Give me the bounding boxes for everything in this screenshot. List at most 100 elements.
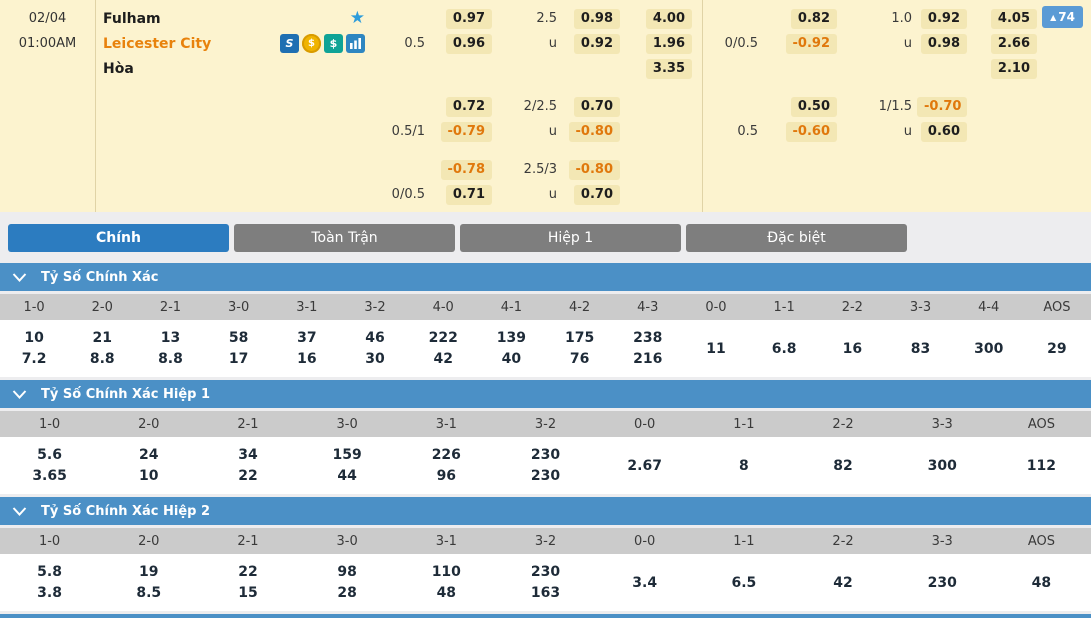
draw-row[interactable]: Hòa [0,56,375,81]
odds-value: 112 [1026,457,1057,474]
score-odds-cell[interactable]: 238 216 [614,320,682,377]
score-column-header: 4-1 [500,299,523,315]
tab-chinh[interactable]: Chính [8,224,229,252]
score-odds-cell[interactable]: 3.4 [595,554,694,611]
score-odds-cell[interactable]: 230 230 [496,437,595,494]
over-under-odds[interactable]: 0.70 [573,96,620,117]
next-section-header-peek [0,614,1091,618]
handicap-odds[interactable]: 0.96 [445,33,492,54]
cash-dollar-icon[interactable]: $ [324,34,343,53]
handicap-line-label [703,6,763,31]
over-under-line-label [837,182,917,207]
score-odds-cell[interactable]: 6.8 [750,320,818,377]
section-header[interactable]: Tỷ Số Chính Xác Hiệp 1 [0,380,1091,408]
score-odds-cell[interactable]: 58 17 [205,320,273,377]
handicap-odds[interactable]: -0.78 [440,159,492,180]
score-odds-cell[interactable]: 230 [893,554,992,611]
handicap-odds[interactable]: 0.50 [790,96,837,117]
handicap-odds[interactable]: 0.72 [445,96,492,117]
handicap-odds[interactable]: 0.71 [445,184,492,205]
favorite-star-icon[interactable]: ★ [349,8,365,28]
sportsbook-badge-icon[interactable]: S [280,34,299,53]
home-team-row[interactable]: 02/04 Fulham ★ [0,6,375,31]
1x2-odds[interactable]: 4.05 [990,8,1037,29]
score-odds-cell[interactable]: 112 [992,437,1091,494]
score-odds-cell[interactable]: 22 15 [198,554,297,611]
score-odds-cell[interactable]: 226 96 [397,437,496,494]
tab-toan-tran[interactable]: Toàn Trận [234,224,455,252]
score-odds-cell[interactable]: 13 8.8 [136,320,204,377]
score-odds-cell[interactable]: 159 44 [298,437,397,494]
score-odds-cell[interactable]: 5.6 3.65 [0,437,99,494]
score-odds-cell[interactable]: 139 40 [477,320,545,377]
handicap-odds[interactable]: 0.97 [445,8,492,29]
1x2-odds[interactable]: 2.10 [990,58,1037,79]
gold-coin-dollar-icon[interactable]: $ [302,34,321,53]
score-odds-cell[interactable]: 24 10 [99,437,198,494]
score-odds-cell[interactable]: 37 16 [273,320,341,377]
score-odds-cell[interactable]: 11 [682,320,750,377]
handicap-odds[interactable]: -0.60 [785,121,837,142]
odds-value: 83 [910,340,931,357]
score-odds-cell[interactable]: 222 42 [409,320,477,377]
over-under-odds[interactable]: 0.98 [920,33,967,54]
over-under-odds[interactable]: 0.92 [920,8,967,29]
score-odds-cell[interactable]: 48 [992,554,1091,611]
handicap-odds[interactable]: 0.82 [790,8,837,29]
spacer [692,119,703,144]
chevron-down-icon[interactable] [12,506,27,516]
score-odds-cell[interactable]: 34 22 [198,437,297,494]
handicap-line-label [375,6,430,31]
score-odds-cell[interactable]: 42 [793,554,892,611]
score-odds-cell[interactable]: 110 48 [397,554,496,611]
away-team-row[interactable]: 01:00AM Leicester City S $ $ [0,31,375,56]
score-odds-cell[interactable]: 16 [818,320,886,377]
stats-bars-icon[interactable] [346,34,365,53]
score-odds-cell[interactable]: 19 8.5 [99,554,198,611]
1x2-odds[interactable]: 1.96 [645,33,692,54]
score-odds-cell[interactable]: 300 [955,320,1023,377]
score-odds-cell[interactable]: 2.67 [595,437,694,494]
favorites-count-button[interactable]: ▲ 74 [1042,6,1083,28]
over-under-odds[interactable]: 0.70 [573,184,620,205]
score-odds-cell[interactable]: 8 [694,437,793,494]
over-under-odds[interactable]: -0.80 [568,159,620,180]
tab-ac-biet[interactable]: Đặc biệt [686,224,907,252]
spacer [620,182,638,207]
over-under-odds[interactable]: 0.98 [573,8,620,29]
odds-value: 230 [530,468,561,484]
score-column-header: 1-1 [773,299,795,315]
over-under-odds-cell: 0.92 [917,6,967,31]
tab-hiep-1[interactable]: Hiệp 1 [460,224,681,252]
score-odds-cell[interactable]: 98 28 [298,554,397,611]
1x2-odds[interactable]: 4.00 [645,8,692,29]
1x2-odds[interactable]: 2.66 [990,33,1037,54]
score-odds-cell[interactable]: 29 [1023,320,1091,377]
chevron-down-icon[interactable] [12,389,27,399]
score-odds-cell[interactable]: 6.5 [694,554,793,611]
odds-value: 110 [431,564,461,580]
over-under-odds[interactable]: 0.92 [573,33,620,54]
chevron-down-icon[interactable] [12,272,27,282]
section-ty-so-chinh-xac: Tỷ Số Chính Xác 1-0 2-0 2-1 3-0 3-1 3-2 4-0 4-1 4… [0,263,1091,377]
over-under-odds[interactable]: -0.70 [917,96,967,117]
score-sections: Tỷ Số Chính Xác 1-0 2-0 2-1 3-0 3-1 3-2 4-0 4-1 4… [0,263,1091,611]
score-odds-cell[interactable]: 82 [793,437,892,494]
score-odds-cell[interactable]: 175 76 [546,320,614,377]
score-odds-cell[interactable]: 300 [893,437,992,494]
section-header[interactable]: Tỷ Số Chính Xác Hiệp 2 [0,497,1091,525]
score-odds-cell[interactable]: 5.8 3.8 [0,554,99,611]
over-under-line-label [837,56,917,81]
score-odds-cell[interactable]: 230 163 [496,554,595,611]
1x2-odds[interactable]: 3.35 [645,58,692,79]
handicap-odds[interactable]: -0.92 [785,33,837,54]
handicap-odds[interactable]: -0.79 [440,121,492,142]
score-odds-cell[interactable]: 83 [886,320,954,377]
score-odds-cell[interactable]: 46 30 [341,320,409,377]
score-odds-cell[interactable]: 21 8.8 [68,320,136,377]
section-header[interactable]: Tỷ Số Chính Xác [0,263,1091,291]
score-column-header: 3-1 [296,299,318,315]
over-under-odds[interactable]: 0.60 [920,121,967,142]
over-under-odds[interactable]: -0.80 [568,121,620,142]
score-odds-cell[interactable]: 10 7.2 [0,320,68,377]
